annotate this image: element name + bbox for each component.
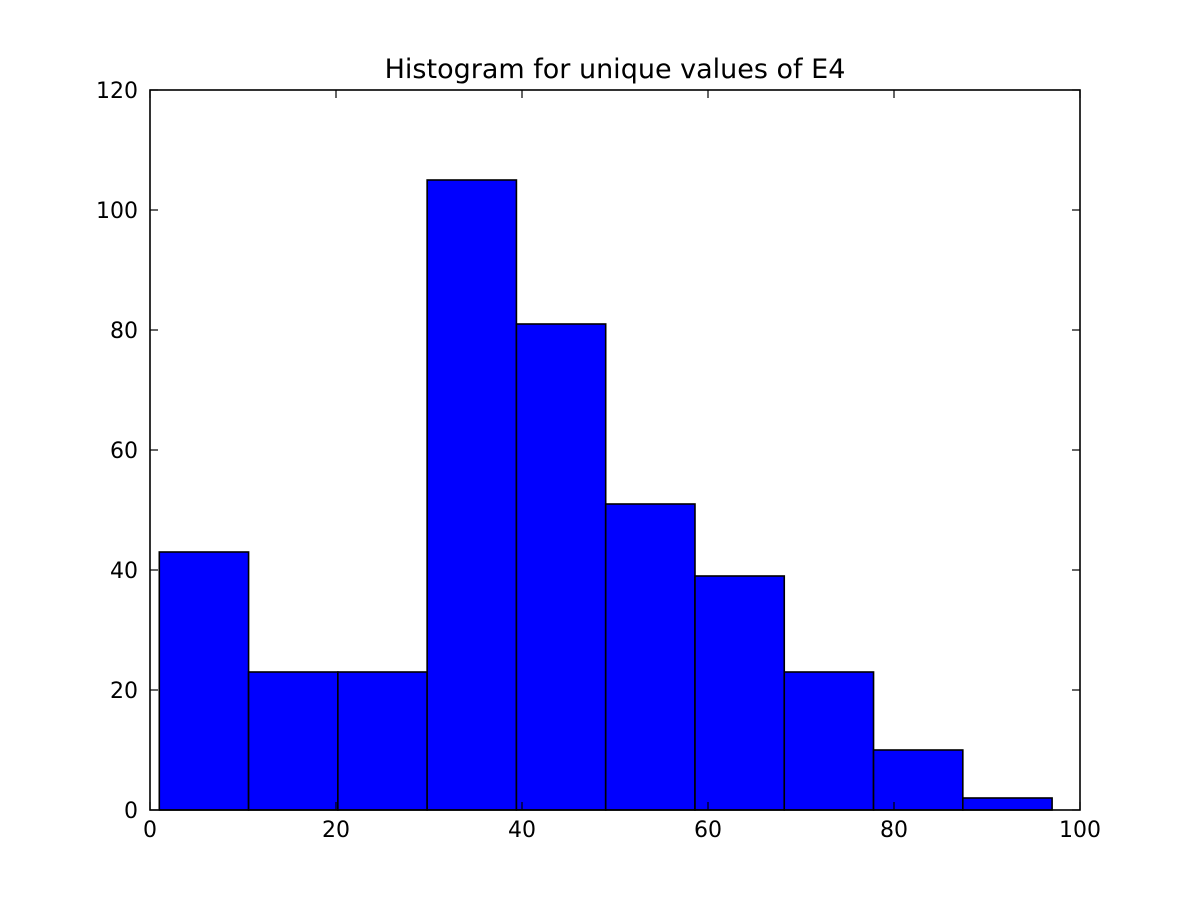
histogram-bar — [247, 671, 339, 811]
x-tick-label: 60 — [694, 818, 722, 843]
histogram-bar — [604, 503, 696, 811]
histogram-bar — [426, 179, 518, 811]
bars-layer — [158, 179, 1053, 811]
histogram-bar — [694, 575, 786, 811]
x-tick-label: 0 — [143, 818, 157, 843]
histogram-bar — [158, 551, 250, 811]
y-tick-label: 60 — [110, 439, 138, 464]
y-tick-label: 0 — [124, 799, 138, 824]
histogram-bar — [337, 671, 428, 811]
x-tick-label: 80 — [880, 818, 908, 843]
histogram-bar — [962, 797, 1053, 811]
y-tick-label: 80 — [110, 319, 138, 344]
y-tick-label: 120 — [96, 79, 138, 104]
ticks-layer: 0 20 40 60 80 100 0 20 40 60 80 100 120 — [96, 79, 1101, 843]
plot-frame — [149, 89, 1081, 811]
histogram-bar — [515, 323, 607, 811]
y-tick-label: 100 — [96, 199, 138, 224]
x-tick-label: 20 — [322, 818, 350, 843]
chart-title: Histogram for unique values of E4 — [385, 54, 846, 85]
y-tick-label: 20 — [110, 679, 138, 704]
histogram-bar — [872, 749, 964, 811]
y-tick-label: 40 — [110, 559, 138, 584]
x-tick-label: 40 — [508, 818, 536, 843]
histogram-bar — [783, 671, 875, 811]
x-tick-label: 100 — [1059, 818, 1101, 843]
